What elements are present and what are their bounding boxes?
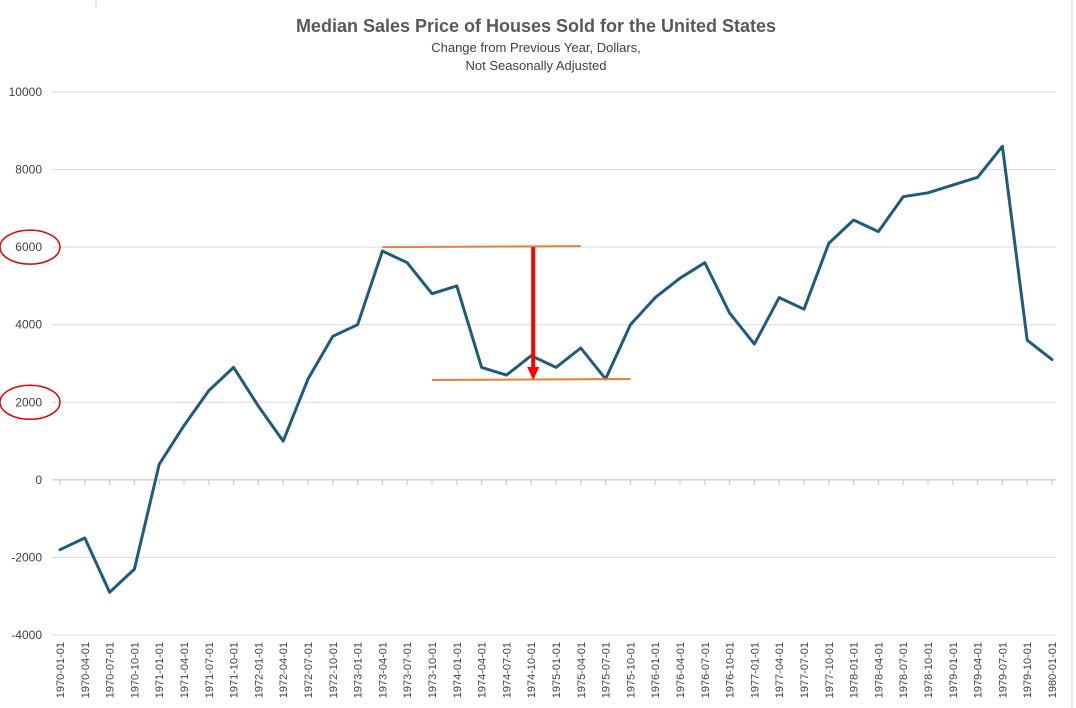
x-tick-label-1974-10-01: 1974-10-01: [526, 642, 538, 698]
chart-title: Median Sales Price of Houses Sold for th…: [296, 16, 776, 36]
x-tick-label-1976-07-01: 1976-07-01: [700, 642, 712, 698]
x-tick-label-1975-04-01: 1975-04-01: [576, 642, 588, 698]
y-tick-label-0: 0: [35, 473, 42, 487]
x-tick-label-1970-10-01: 1970-10-01: [129, 642, 141, 698]
x-tick-label-1971-04-01: 1971-04-01: [179, 642, 191, 698]
x-tick-label-1972-10-01: 1972-10-01: [328, 642, 340, 698]
x-tick-label-1974-04-01: 1974-04-01: [477, 642, 489, 698]
x-tick-label-1970-04-01: 1970-04-01: [80, 642, 92, 698]
x-tick-label-1971-01-01: 1971-01-01: [154, 642, 166, 698]
gridlines: [52, 91, 1056, 636]
x-tick-label-1972-04-01: 1972-04-01: [278, 642, 290, 698]
x-tick-label-1975-07-01: 1975-07-01: [601, 642, 613, 698]
x-tick-label-1976-01-01: 1976-01-01: [650, 642, 662, 698]
y-tick-label-2000: 2000: [15, 395, 42, 409]
x-tick-label-1977-04-01: 1977-04-01: [774, 642, 786, 698]
x-tick-label-1979-04-01: 1979-04-01: [973, 642, 985, 698]
x-tick-label-1978-07-01: 1978-07-01: [898, 642, 910, 698]
series-line: [58, 144, 1054, 594]
chart-subtitle-line-2: Not Seasonally Adjusted: [466, 58, 607, 73]
x-tick-label-1973-07-01: 1973-07-01: [402, 642, 414, 698]
annotation-arrow-head: [527, 367, 540, 381]
chart-subtitle-line-1: Change from Previous Year, Dollars,: [431, 40, 641, 55]
y-tick-label-8000: 8000: [15, 163, 42, 177]
y-tick-label-4000: 4000: [15, 318, 42, 332]
x-tick-label-1973-01-01: 1973-01-01: [353, 642, 365, 698]
x-tick-label-1975-01-01: 1975-01-01: [551, 642, 563, 698]
x-tick-label-1972-01-01: 1972-01-01: [253, 642, 265, 698]
x-tick-label-1980-01-01: 1980-01-01: [1047, 642, 1059, 698]
annotation-circle-6000: [0, 229, 61, 265]
x-tick-label-1977-10-01: 1977-10-01: [824, 642, 836, 698]
y-axis-ticks: -4000 -2000 0 2000 4000 6000 8000 10000: [9, 85, 43, 642]
x-tick-label-1976-10-01: 1976-10-01: [725, 642, 737, 698]
annotations: [0, 229, 631, 421]
x-tick-label-1978-01-01: 1978-01-01: [849, 642, 861, 698]
x-tick-label-1977-01-01: 1977-01-01: [749, 642, 761, 698]
x-tick-label-1970-01-01: 1970-01-01: [55, 642, 67, 698]
x-tick-label-1973-10-01: 1973-10-01: [427, 642, 439, 698]
x-tick-label-1974-01-01: 1974-01-01: [452, 642, 464, 698]
y-tick-label-10000: 10000: [9, 85, 43, 99]
y-tick-label-6000: 6000: [15, 240, 42, 254]
x-tick-label-1979-01-01: 1979-01-01: [948, 642, 960, 698]
x-tick-label-1974-07-01: 1974-07-01: [501, 642, 513, 698]
series-polyline: [58, 144, 1054, 594]
y-tick-label--4000: -4000: [11, 628, 42, 642]
x-tick-label-1978-10-01: 1978-10-01: [923, 642, 935, 698]
x-tick-label-1977-07-01: 1977-07-01: [799, 642, 811, 698]
x-tick-label-1971-07-01: 1971-07-01: [204, 642, 216, 698]
annotation-upper-line: [382, 245, 581, 249]
annotation-circle-2000: [0, 384, 61, 421]
x-tick-label-1976-04-01: 1976-04-01: [675, 642, 687, 698]
x-tick-label-1971-10-01: 1971-10-01: [229, 642, 241, 698]
x-axis: 1970-01-01 1970-04-01 1970-07-01 1970-10-01…: [55, 479, 1059, 698]
x-tick-label-1975-10-01: 1975-10-01: [625, 642, 637, 698]
annotation-lower-line: [431, 378, 631, 382]
x-tick-label-1978-04-01: 1978-04-01: [873, 642, 885, 698]
x-tick-label-1973-04-01: 1973-04-01: [377, 642, 389, 698]
y-tick-label--2000: -2000: [11, 550, 42, 564]
x-tick-label-1970-07-01: 1970-07-01: [105, 642, 117, 698]
x-tick-label-1979-07-01: 1979-07-01: [997, 642, 1009, 698]
x-tick-label-1979-10-01: 1979-10-01: [1022, 642, 1034, 698]
x-tick-label-1972-07-01: 1972-07-01: [303, 642, 315, 698]
